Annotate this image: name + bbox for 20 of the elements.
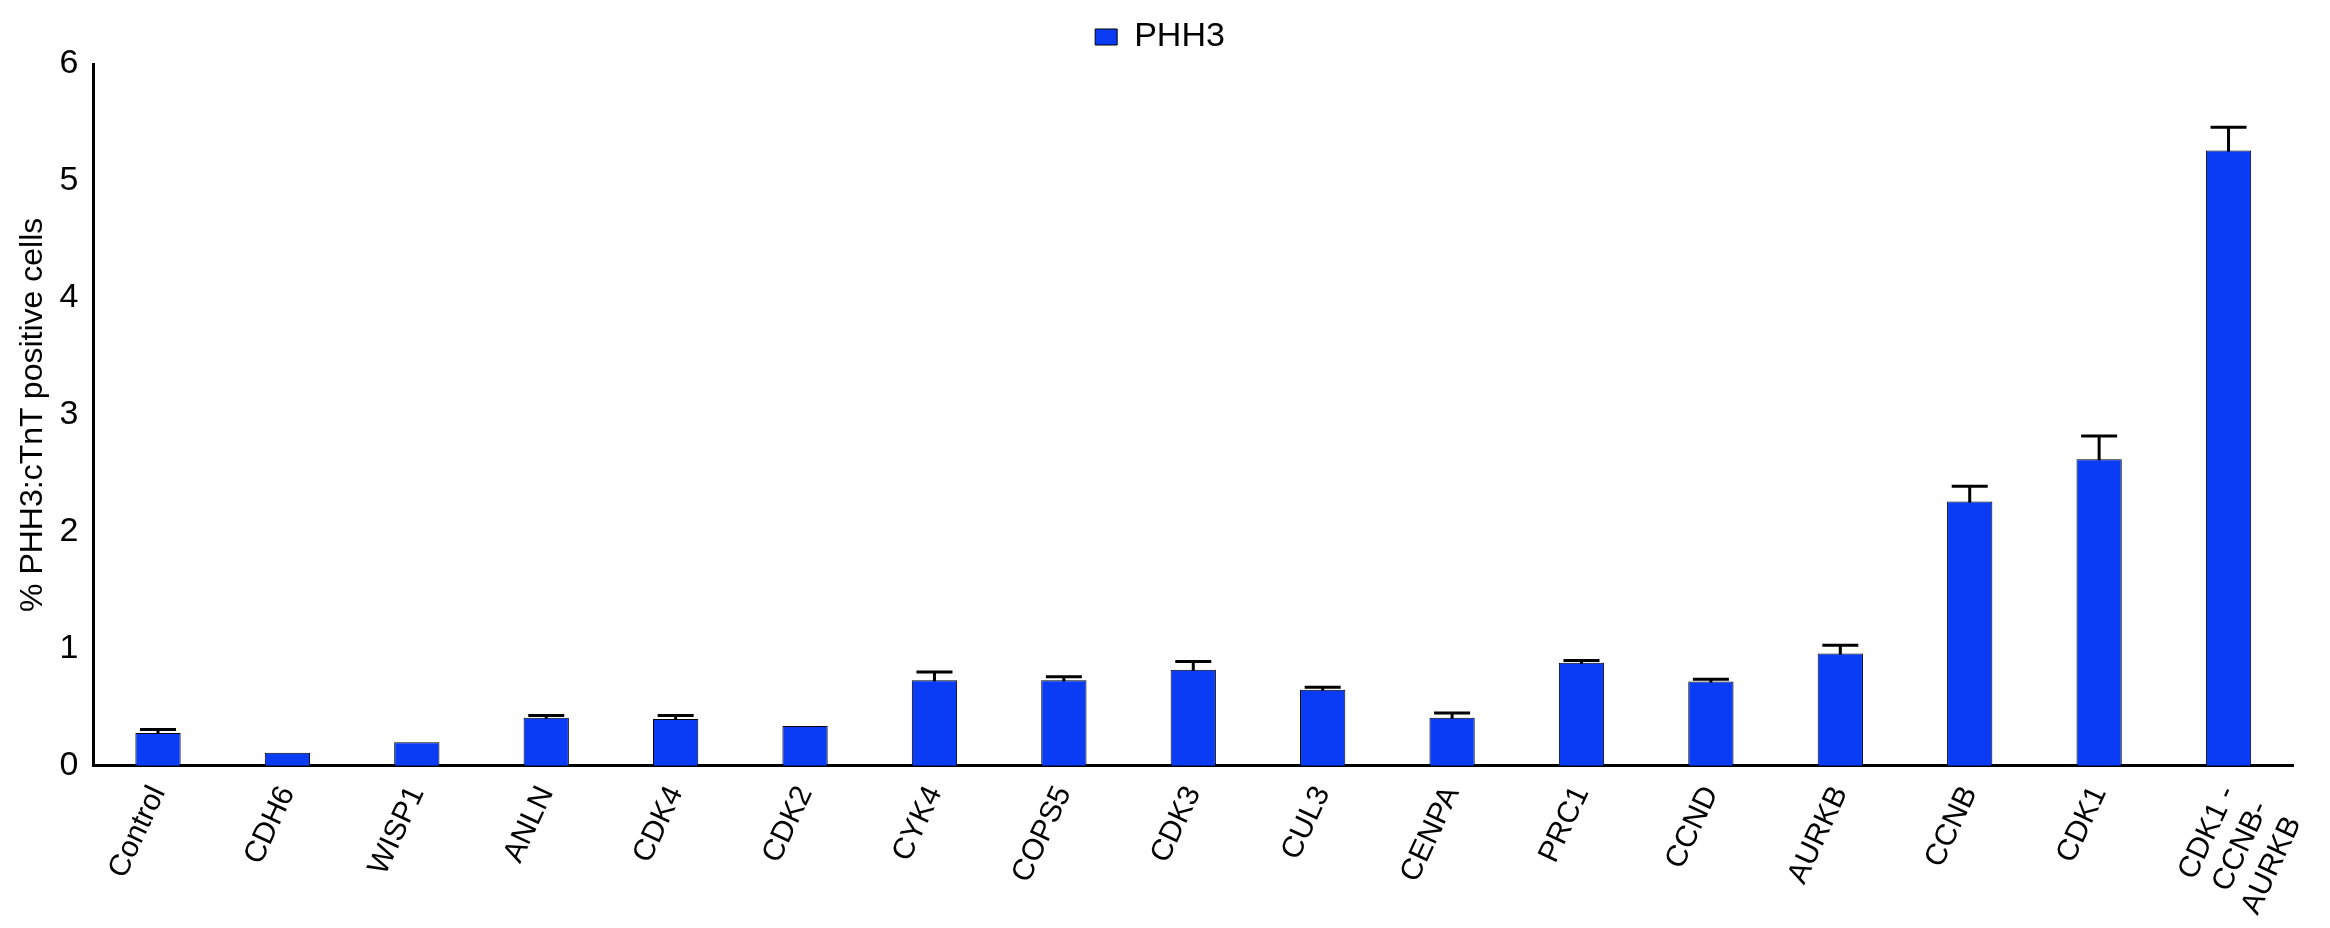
- x-tick-label: CCND: [1657, 780, 1724, 873]
- y-tick-label: 2: [59, 510, 79, 549]
- x-tick-label: CDK2: [754, 780, 818, 867]
- x-tick-label: CYK4: [884, 780, 948, 866]
- x-tick-label: CUL3: [1273, 780, 1336, 864]
- y-tick-label: 1: [59, 627, 79, 666]
- y-tick-label: 0: [59, 744, 79, 783]
- y-tick-label: 4: [59, 276, 79, 315]
- x-tick-label: CDH6: [235, 780, 301, 869]
- x-tick-label: CDK1: [2048, 780, 2113, 867]
- x-tick-label: CCNB: [1916, 780, 1983, 872]
- y-tick-label: 3: [59, 393, 79, 432]
- legend-label: PHH3: [1134, 15, 1225, 54]
- y-tick-label: 5: [59, 159, 79, 198]
- y-tick-label: 6: [59, 42, 79, 81]
- y-axis-title: % PHH3:cTnT positive cells: [13, 217, 50, 612]
- x-tick-label: ANLN: [495, 780, 560, 867]
- x-tick-label: CDK4: [624, 780, 689, 867]
- x-tick-label: CDK3: [1142, 780, 1207, 867]
- x-tick-label: PRC1: [1530, 780, 1595, 867]
